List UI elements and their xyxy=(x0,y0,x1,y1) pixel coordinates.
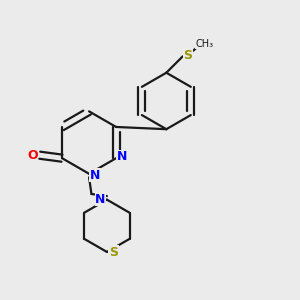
Text: CH₃: CH₃ xyxy=(196,39,214,49)
Text: N: N xyxy=(90,169,100,182)
Text: S: S xyxy=(184,49,193,62)
Text: O: O xyxy=(27,149,38,162)
Text: N: N xyxy=(117,150,127,163)
Text: S: S xyxy=(109,246,118,259)
Text: N: N xyxy=(95,193,106,206)
